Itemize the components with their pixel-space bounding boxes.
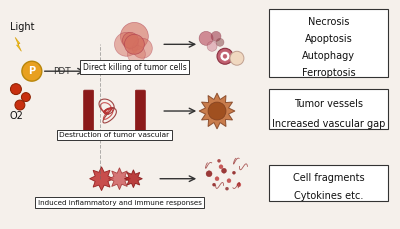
Text: Destruction of tumor vascular: Destruction of tumor vascular [60, 132, 170, 138]
Polygon shape [199, 93, 235, 129]
Circle shape [120, 22, 148, 50]
Circle shape [222, 168, 226, 173]
Circle shape [206, 171, 212, 177]
FancyBboxPatch shape [269, 165, 388, 201]
Circle shape [22, 61, 42, 81]
Text: PDT: PDT [53, 67, 70, 76]
Text: Ferroptosis: Ferroptosis [302, 68, 355, 78]
Circle shape [230, 51, 244, 65]
Circle shape [124, 34, 144, 54]
Text: Light: Light [10, 22, 34, 32]
Text: Apoptosis: Apoptosis [305, 34, 352, 44]
Circle shape [219, 165, 223, 169]
Circle shape [218, 159, 220, 162]
Polygon shape [15, 37, 22, 51]
Circle shape [199, 31, 213, 45]
Circle shape [128, 45, 145, 63]
Circle shape [237, 183, 241, 187]
Text: Cytokines etc.: Cytokines etc. [294, 191, 363, 201]
Circle shape [15, 100, 25, 110]
Text: Direct killing of tumor cells: Direct killing of tumor cells [82, 63, 186, 72]
Circle shape [132, 38, 152, 58]
Circle shape [226, 187, 228, 190]
Circle shape [122, 32, 138, 48]
Circle shape [207, 41, 217, 51]
Circle shape [217, 48, 233, 64]
Polygon shape [90, 167, 114, 191]
FancyBboxPatch shape [269, 9, 388, 77]
Circle shape [10, 84, 22, 95]
Circle shape [232, 171, 236, 174]
Text: Cell fragments: Cell fragments [293, 173, 364, 183]
Text: Induced inflammatory and immune responses: Induced inflammatory and immune response… [38, 200, 202, 206]
Circle shape [114, 32, 138, 56]
FancyBboxPatch shape [269, 89, 388, 129]
Circle shape [215, 177, 219, 181]
Text: Increased vascular gap: Increased vascular gap [272, 119, 385, 129]
Circle shape [223, 54, 227, 58]
Circle shape [220, 51, 230, 61]
Circle shape [22, 93, 30, 101]
Polygon shape [124, 170, 142, 188]
Circle shape [211, 31, 221, 41]
FancyBboxPatch shape [84, 90, 94, 132]
Text: O2: O2 [10, 111, 24, 121]
Text: Tumor vessels: Tumor vessels [294, 99, 363, 109]
Text: P: P [28, 66, 36, 76]
Circle shape [216, 38, 224, 46]
Circle shape [212, 183, 216, 186]
Polygon shape [108, 168, 130, 190]
Circle shape [208, 102, 226, 120]
Text: Autophagy: Autophagy [302, 51, 355, 61]
Text: Necrosis: Necrosis [308, 17, 349, 27]
Circle shape [227, 179, 231, 183]
FancyBboxPatch shape [135, 90, 145, 132]
